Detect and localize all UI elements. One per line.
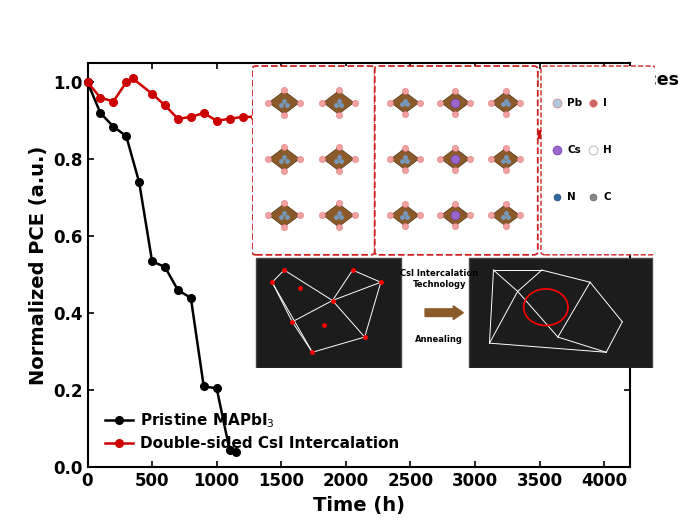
Polygon shape <box>391 148 419 170</box>
FancyBboxPatch shape <box>374 66 538 255</box>
Polygon shape <box>269 148 300 171</box>
Double-sided CsI Intercalation <box>458 123 466 130</box>
Double-sided CsI Intercalation <box>406 120 414 126</box>
Pristine MAPbI$_3$ <box>174 287 182 293</box>
Pristine MAPbI$_3$ <box>148 258 156 265</box>
Double-sided CsI Intercalation <box>96 94 104 101</box>
Line: Double-sided CsI Intercalation: Double-sided CsI Intercalation <box>84 75 608 148</box>
Double-sided CsI Intercalation <box>251 114 260 120</box>
Legend: Pristine MAPbI$_3$, Double-sided CsI Intercalation: Pristine MAPbI$_3$, Double-sided CsI Int… <box>101 406 404 456</box>
Double-sided CsI Intercalation <box>561 135 570 141</box>
Polygon shape <box>391 205 419 226</box>
Text: CsI Intercalation
Technology: CsI Intercalation Technology <box>400 269 478 289</box>
Polygon shape <box>441 92 470 113</box>
Polygon shape <box>441 205 470 226</box>
Double-sided CsI Intercalation <box>303 116 312 122</box>
Polygon shape <box>491 205 519 226</box>
Double-sided CsI Intercalation <box>510 127 518 133</box>
Polygon shape <box>269 204 300 227</box>
Pristine MAPbI$_3$ <box>83 79 92 86</box>
Double-sided CsI Intercalation <box>225 116 234 122</box>
FancyBboxPatch shape <box>256 258 401 367</box>
Polygon shape <box>391 92 419 113</box>
Text: N: N <box>567 192 576 202</box>
Pristine MAPbI$_3$ <box>232 449 240 455</box>
Pristine MAPbI$_3$ <box>96 110 104 116</box>
Double-sided CsI Intercalation <box>148 91 156 97</box>
Double-sided CsI Intercalation <box>587 139 596 145</box>
Double-sided CsI Intercalation <box>536 131 544 138</box>
Double-sided CsI Intercalation <box>329 120 337 126</box>
FancyBboxPatch shape <box>469 258 652 367</box>
Pristine MAPbI$_3$ <box>187 295 195 301</box>
Polygon shape <box>323 91 354 114</box>
Text: Pb: Pb <box>567 98 582 108</box>
Double-sided CsI Intercalation <box>83 79 92 86</box>
Pristine MAPbI$_3$ <box>135 179 143 185</box>
Text: H: H <box>603 145 612 155</box>
Double-sided CsI Intercalation <box>380 120 389 126</box>
Double-sided CsI Intercalation <box>199 110 208 116</box>
Text: C: C <box>603 192 611 202</box>
Double-sided CsI Intercalation <box>129 75 137 81</box>
Double-sided CsI Intercalation <box>174 116 182 122</box>
Pristine MAPbI$_3$ <box>109 123 118 130</box>
FancyBboxPatch shape <box>541 66 656 255</box>
Pristine MAPbI$_3$ <box>225 447 234 453</box>
Double-sided CsI Intercalation <box>161 102 169 109</box>
Pristine MAPbI$_3$ <box>161 264 169 270</box>
Polygon shape <box>491 92 519 113</box>
Double-sided CsI Intercalation <box>600 141 608 147</box>
Line: Pristine MAPbI$_3$: Pristine MAPbI$_3$ <box>84 78 240 456</box>
Polygon shape <box>323 204 354 227</box>
Pristine MAPbI$_3$ <box>199 383 208 390</box>
Text: Long-term Moisture Stability of Devices: Long-term Moisture Stability of Devices <box>288 71 679 89</box>
Double-sided CsI Intercalation <box>354 118 363 124</box>
Double-sided CsI Intercalation <box>213 118 221 124</box>
X-axis label: Time (h): Time (h) <box>313 496 405 514</box>
Pristine MAPbI$_3$ <box>122 133 130 139</box>
Polygon shape <box>491 148 519 170</box>
Double-sided CsI Intercalation <box>238 114 246 120</box>
Text: Annealing: Annealing <box>415 334 463 344</box>
Y-axis label: Normalized PCE (a.u.): Normalized PCE (a.u.) <box>29 145 48 385</box>
Double-sided CsI Intercalation <box>432 123 440 130</box>
Pristine MAPbI$_3$ <box>213 385 221 392</box>
FancyArrow shape <box>425 306 463 320</box>
Polygon shape <box>269 91 300 114</box>
Polygon shape <box>323 148 354 171</box>
Text: Cs: Cs <box>567 145 581 155</box>
Double-sided CsI Intercalation <box>484 127 492 133</box>
Double-sided CsI Intercalation <box>187 114 195 120</box>
Double-sided CsI Intercalation <box>109 98 118 104</box>
Text: I: I <box>603 98 608 108</box>
Double-sided CsI Intercalation <box>277 116 286 122</box>
FancyBboxPatch shape <box>252 66 374 255</box>
Polygon shape <box>441 148 470 170</box>
Double-sided CsI Intercalation <box>122 79 130 86</box>
